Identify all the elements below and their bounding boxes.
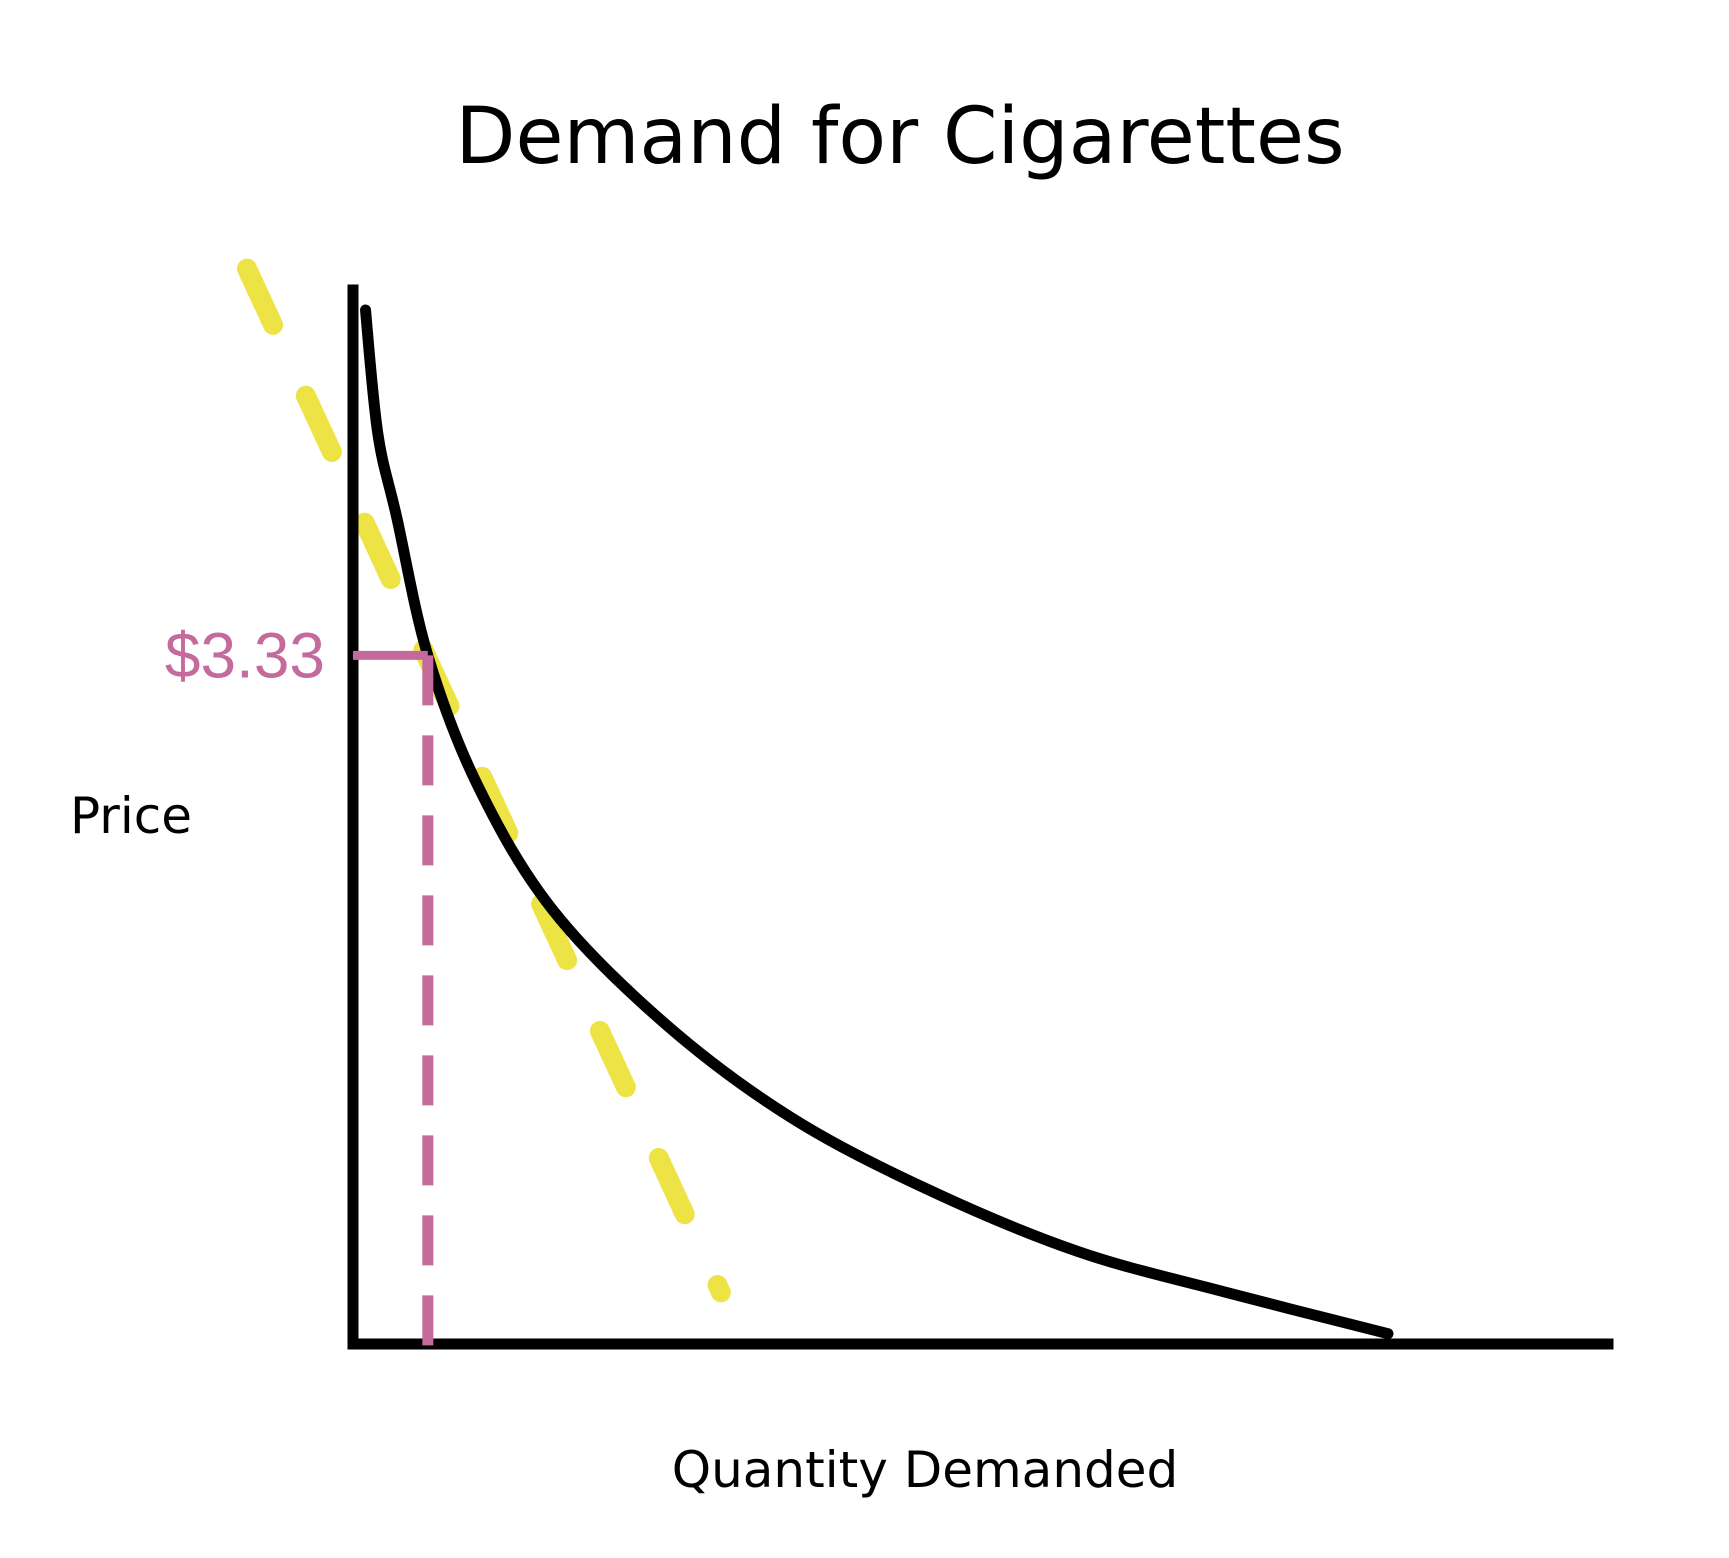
tangent-line	[237, 258, 731, 1303]
x-axis-label: Quantity Demanded	[672, 1441, 1179, 1499]
demand-curve	[360, 304, 1394, 1340]
y-axis-label: Price	[70, 787, 192, 845]
chart-title: Demand for Cigarettes	[455, 92, 1344, 182]
price-annotation-label: $3.33	[165, 619, 325, 691]
plot-area: $3.33	[165, 258, 1614, 1350]
